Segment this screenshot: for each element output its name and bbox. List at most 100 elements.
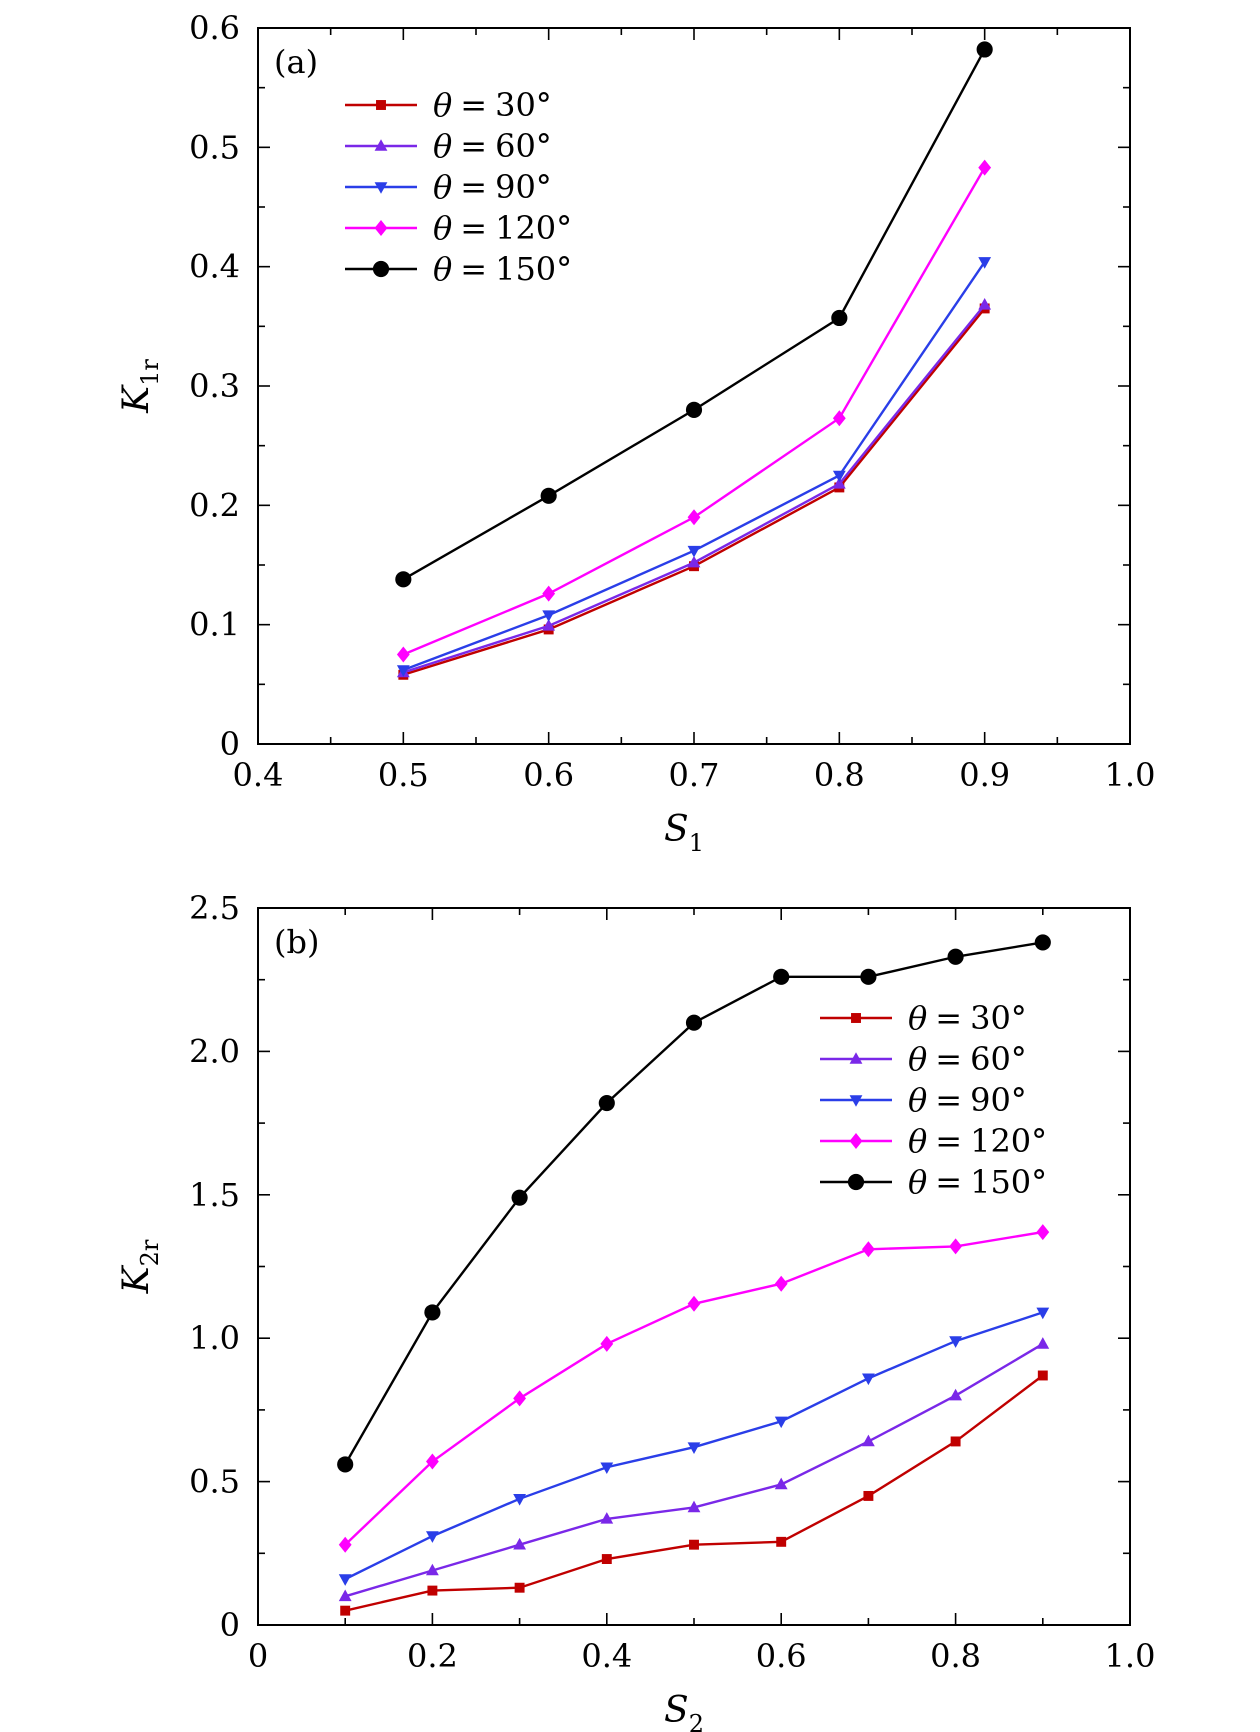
chart-panel-a: 0.4 0.5 0.6 0.7 0.8 0.9 1.0 0 0.1 0.2 0.3 0.4 0.5 0.6… [116, 9, 1155, 857]
legend-marker [374, 139, 388, 151]
x-tick-label: 0.6 [756, 1637, 807, 1675]
y-axis-label: K2r [116, 1239, 164, 1294]
x-axis-label: S2 [664, 1690, 704, 1732]
series-line [344, 1230, 1043, 1546]
data-point [600, 1512, 614, 1524]
series-150-deg [337, 934, 1051, 1473]
data-point [338, 1589, 352, 1602]
legend-marker [376, 100, 386, 110]
data-point [862, 1434, 875, 1447]
legend-label-equals: = [935, 1081, 962, 1119]
data-point [395, 571, 412, 588]
legend-label-variable: θ [908, 999, 927, 1037]
data-point [511, 1189, 528, 1206]
data-point [978, 257, 992, 269]
y-tick-label: 1.5 [189, 1176, 240, 1214]
data-point [978, 298, 992, 310]
legend-marker [851, 1013, 861, 1023]
legend-label: θ = 90° [908, 1081, 1027, 1119]
data-point [687, 545, 701, 558]
data-point [1036, 1307, 1050, 1320]
data-point [338, 1574, 352, 1586]
data-point [687, 555, 701, 568]
legend-entry: θ = 150° [820, 1163, 1047, 1201]
data-point [776, 1536, 787, 1547]
y-tick-label: 0.3 [189, 367, 240, 405]
y-tick-label: 0.5 [189, 1463, 240, 1501]
x-tick-label: 0 [248, 1637, 268, 1675]
legend-label: θ = 120° [908, 1122, 1047, 1160]
data-point [337, 1456, 354, 1473]
data-point [427, 1585, 438, 1596]
data-point [513, 1494, 526, 1506]
data-point [396, 665, 410, 677]
data-point [426, 1453, 439, 1470]
legend-label-value: 60° [495, 127, 552, 165]
data-point [687, 509, 701, 526]
y-tick-label: 2.5 [189, 889, 240, 927]
x-tick-label: 0.2 [407, 1637, 458, 1675]
legend-label-equals: = [935, 999, 962, 1037]
data-point [685, 401, 703, 418]
y-axis-label-subscript: 1r [136, 359, 164, 386]
legend-marker [849, 1052, 863, 1064]
y-axis-label-subscript: 2r [136, 1239, 164, 1266]
legend-entry: θ = 90° [820, 1081, 1027, 1119]
data-point [542, 610, 556, 622]
data-point [687, 1295, 701, 1312]
y-tick-label: 0.4 [189, 248, 240, 286]
x-tick-label: 0.6 [523, 756, 574, 794]
data-point [862, 1241, 875, 1258]
data-point [860, 968, 877, 985]
legend-marker [847, 1173, 865, 1191]
data-point [513, 1390, 526, 1407]
data-point [542, 585, 556, 602]
data-point [949, 1388, 962, 1401]
data-point [687, 1500, 701, 1513]
legend-label-variable: θ [433, 209, 452, 247]
legend-label-equals: = [935, 1040, 962, 1078]
y-axis-label: K1r [116, 359, 164, 414]
series-90-deg [338, 1307, 1050, 1586]
legend-label: θ = 60° [433, 127, 552, 165]
legend-label-equals: = [935, 1163, 962, 1201]
data-point [1034, 934, 1051, 951]
legend-entry: θ = 60° [345, 127, 552, 165]
plot-frame [257, 27, 1131, 745]
series-30-deg [340, 1370, 1048, 1616]
data-point [540, 487, 557, 504]
data-point [426, 1531, 439, 1543]
series-line [344, 1342, 1044, 1598]
data-point [832, 470, 846, 483]
y-tick-label: 2.0 [189, 1032, 240, 1070]
legend-label-variable: θ [908, 1163, 927, 1201]
data-point [949, 1336, 962, 1348]
legend-entry: θ = 150° [345, 250, 572, 288]
series-120-deg [338, 1224, 1050, 1553]
x-tick-label: 0.8 [814, 756, 865, 794]
series-30-deg [398, 303, 990, 680]
legend-entry: θ = 30° [820, 999, 1027, 1037]
data-point [340, 1605, 351, 1616]
chart-panel-b: 0 0.2 0.4 0.6 0.8 1.0 0 0.5 1.0 1.5 2.0 2.5 S2 K2r (b)… [116, 889, 1155, 1732]
legend-label-value: 30° [495, 86, 552, 124]
data-point [949, 1238, 962, 1255]
y-tick-label: 0.2 [189, 486, 240, 524]
legend-label-equals: = [935, 1122, 962, 1160]
legend-label-variable: θ [433, 127, 452, 165]
legend-label-value: 120° [495, 209, 572, 247]
series-line [402, 48, 986, 581]
data-point [687, 1442, 701, 1454]
legend-label-equals: = [460, 168, 487, 206]
data-point [773, 968, 790, 985]
data-point [1037, 1370, 1048, 1381]
legend-label-equals: = [460, 209, 487, 247]
panel-label: (b) [274, 923, 319, 961]
data-point [600, 1462, 614, 1475]
data-point [600, 1335, 614, 1352]
data-point [976, 41, 993, 58]
data-point [601, 1554, 612, 1564]
data-point [513, 1537, 526, 1550]
y-tick-label: 0 [220, 1606, 240, 1644]
